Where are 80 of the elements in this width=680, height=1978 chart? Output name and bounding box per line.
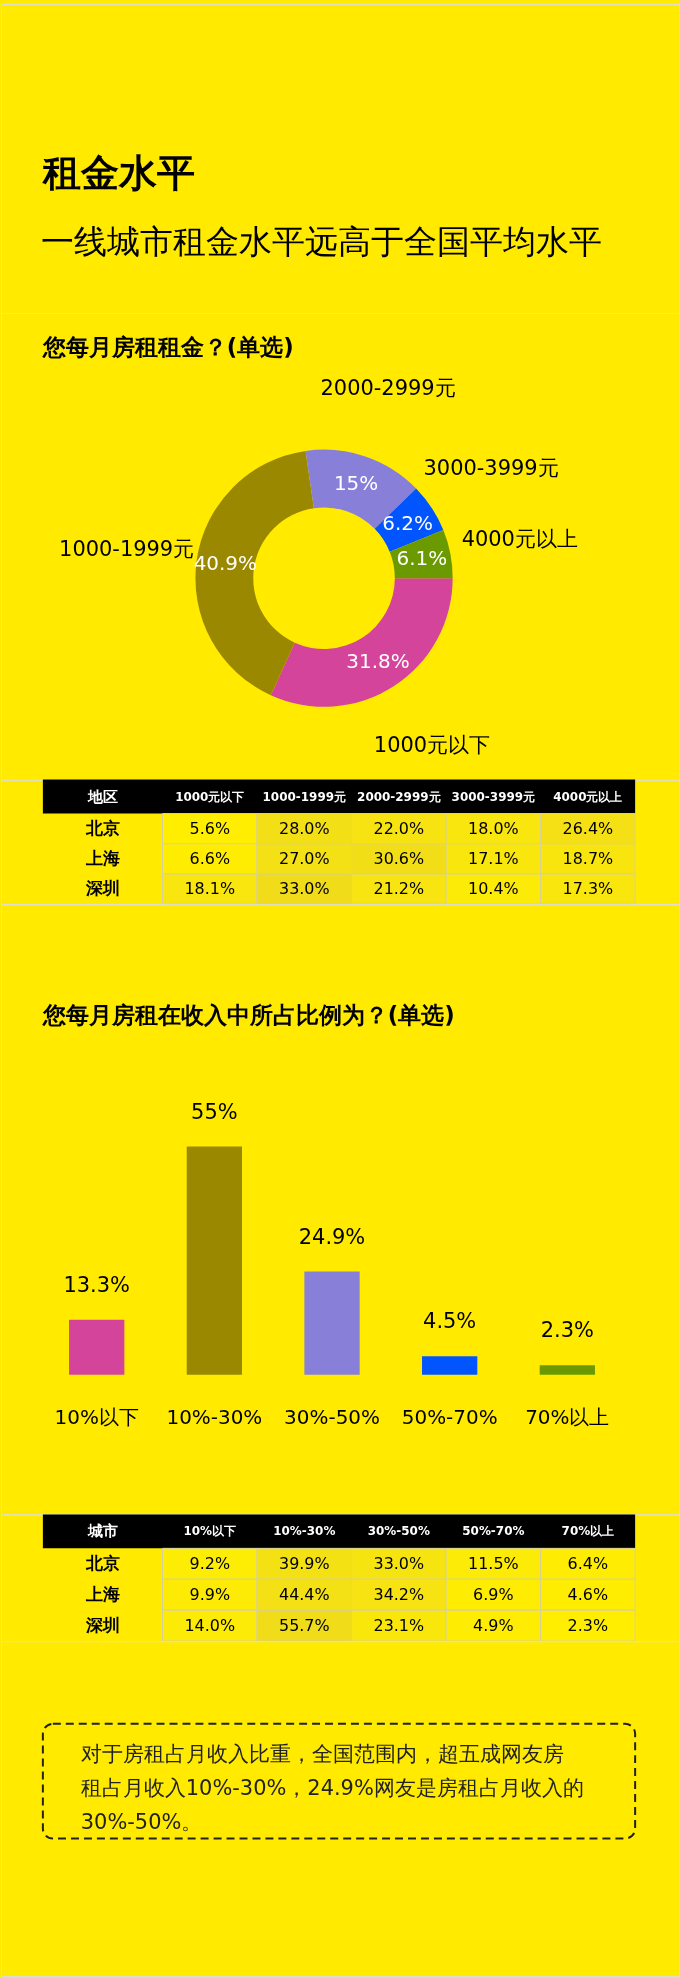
y-tick-label: 深圳	[84, 1614, 120, 1635]
text: 租金水平	[41, 151, 195, 196]
data-label: 2.3%	[567, 1615, 609, 1635]
x-tick-label: 30%-50%	[284, 1404, 380, 1429]
bar	[422, 1356, 478, 1375]
data-label: 17.1%	[468, 848, 519, 868]
chart-title: 您每月房租在收入中所占比例为？(单选)	[41, 1001, 455, 1028]
data-label: 9.9%	[189, 1584, 231, 1604]
text: 对于房租占月收入比重，全国范围内，超五成网友房租占月收入10%-30%，24.9%网友是房租占月收入的30%-50%。	[80, 1741, 584, 1834]
y-axis-title: 城市	[86, 1522, 118, 1541]
data-label: 15%	[333, 470, 379, 495]
data-label: 2.3%	[540, 1318, 594, 1343]
x-tick-label: 3000-3999元	[451, 789, 536, 804]
data-label: 14.0%	[184, 1615, 236, 1635]
y-tick-label: 北京	[84, 817, 120, 838]
x-tick-label: 1000-1999元	[262, 789, 347, 804]
slice-label: 2000-2999元	[320, 376, 456, 401]
data-label: 23.1%	[373, 1615, 425, 1635]
donut-slice	[195, 450, 314, 696]
x-tick-label: 30%-50%	[367, 1524, 430, 1539]
x-tick-label: 1000元以下	[175, 789, 245, 804]
bar	[69, 1319, 125, 1375]
data-label: 39.9%	[278, 1553, 330, 1573]
slice-label: 4000元以上	[461, 527, 578, 552]
data-label: 9.2%	[189, 1553, 231, 1573]
data-label: 17.3%	[562, 879, 614, 899]
data-label: 6.6%	[189, 848, 231, 868]
data-label: 18.7%	[562, 848, 614, 868]
data-label: 31.8%	[346, 649, 410, 674]
data-label: 6.4%	[567, 1553, 609, 1573]
x-tick-label: 70%以上	[561, 1524, 615, 1539]
y-tick-label: 深圳	[84, 878, 120, 899]
data-label: 4.6%	[567, 1584, 609, 1604]
data-label: 18.0%	[468, 818, 519, 838]
bar	[186, 1146, 243, 1375]
chart-title: 您每月房租租金？(单选)	[41, 333, 294, 360]
y-tick-label: 北京	[84, 1552, 120, 1573]
data-label: 27.0%	[278, 848, 330, 868]
data-label: 33.0%	[373, 1553, 425, 1573]
data-label: 5.6%	[189, 818, 231, 838]
y-tick-label: 上海	[84, 1583, 120, 1604]
data-label: 34.2%	[373, 1584, 425, 1604]
data-label: 22.0%	[373, 818, 425, 838]
x-tick-label: 10%以下	[54, 1404, 139, 1429]
donut-slice	[270, 578, 453, 707]
slice-label: 1000-1999元	[59, 537, 195, 562]
x-tick-label: 2000-2999元	[357, 789, 441, 804]
data-label: 10.4%	[468, 879, 519, 899]
x-tick-label: 50%-70%	[401, 1404, 498, 1429]
slice-label: 3000-3999元	[423, 456, 559, 481]
y-tick-label: 上海	[84, 847, 120, 868]
data-label: 55%	[191, 1099, 238, 1124]
x-tick-label: 70%以上	[525, 1404, 610, 1429]
data-label: 44.4%	[278, 1584, 330, 1604]
data-label: 11.5%	[468, 1553, 519, 1573]
data-label: 6.9%	[473, 1584, 514, 1604]
data-label: 18.1%	[184, 879, 236, 899]
x-tick-label: 10%-30%	[273, 1524, 336, 1539]
data-label: 24.9%	[298, 1224, 366, 1249]
data-label: 33.0%	[278, 879, 330, 899]
data-label: 28.0%	[278, 818, 330, 838]
bar	[539, 1365, 595, 1375]
data-label: 26.4%	[562, 818, 614, 838]
slice-label: 1000元以下	[373, 732, 491, 757]
x-tick-label: 4000元以上	[553, 789, 623, 804]
data-label: 40.9%	[193, 551, 258, 576]
x-tick-label: 50%-70%	[462, 1524, 525, 1539]
data-label: 21.2%	[373, 879, 425, 899]
x-tick-label: 10%以下	[183, 1524, 237, 1539]
text: 一线城市租金水平远高于全国平均水平	[40, 222, 602, 262]
x-tick-label: 10%-30%	[166, 1404, 263, 1429]
data-label: 4.9%	[473, 1615, 514, 1635]
data-label: 13.3%	[63, 1272, 130, 1297]
data-label: 6.2%	[382, 510, 433, 535]
bar	[304, 1271, 360, 1375]
y-axis-title: 地区	[86, 787, 118, 806]
data-label: 55.7%	[278, 1615, 330, 1635]
data-label: 4.5%	[423, 1309, 477, 1334]
data-label: 30.6%	[373, 848, 425, 868]
data-label: 6.1%	[396, 546, 448, 571]
